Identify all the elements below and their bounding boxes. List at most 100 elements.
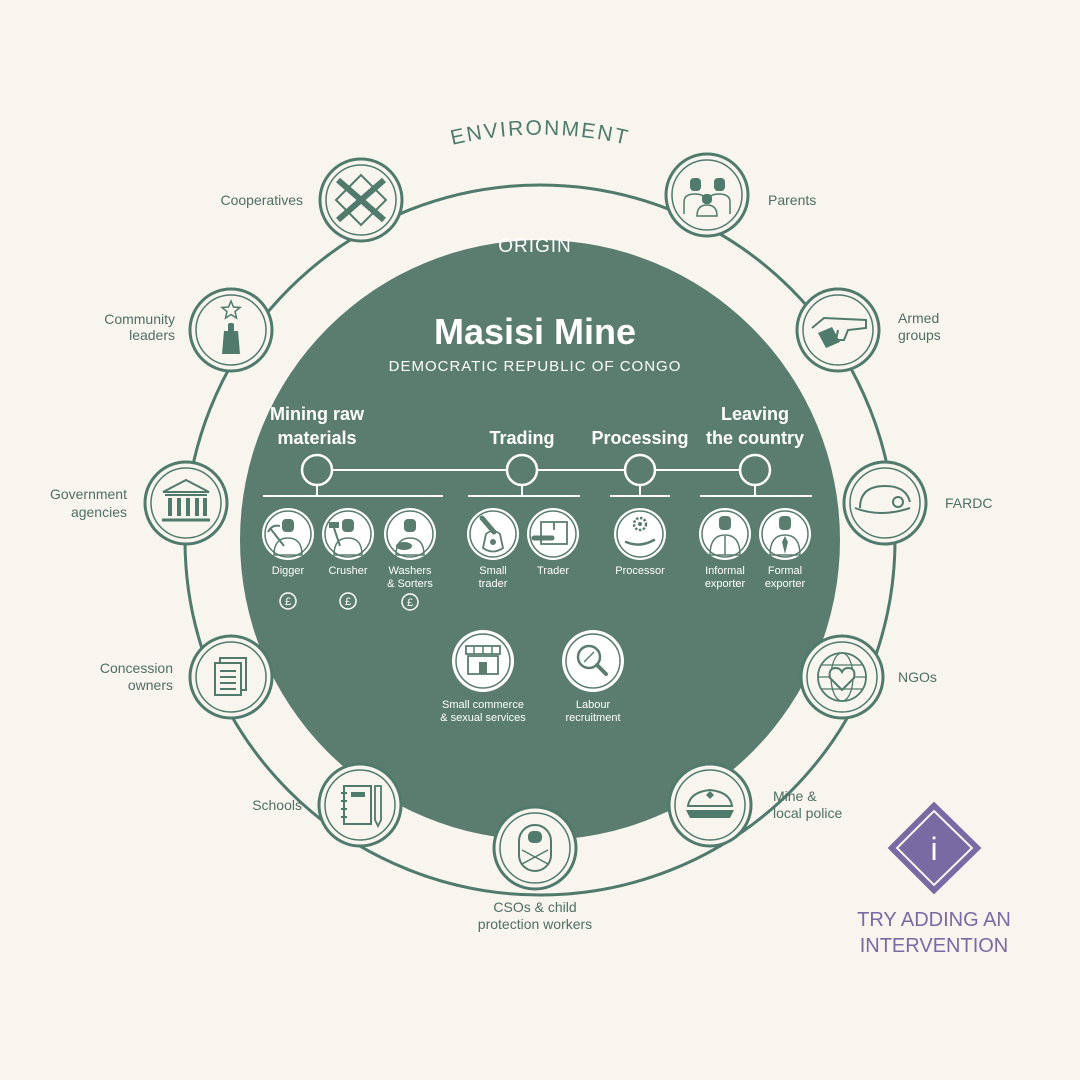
processor-icon bbox=[624, 516, 656, 546]
baby-icon bbox=[518, 824, 552, 872]
stage-label-mining-line1: Mining raw bbox=[270, 404, 365, 424]
currency-badge bbox=[279, 592, 297, 610]
env-node-cooperatives[interactable]: Cooperatives bbox=[221, 157, 404, 243]
env-node-police[interactable]: Mine & local police bbox=[667, 762, 842, 848]
actor-circle[interactable] bbox=[322, 508, 374, 560]
intervention-label-line2: INTERVENTION bbox=[860, 935, 1009, 957]
support-small-commerce[interactable]: Small commerce & sexual services bbox=[440, 630, 526, 724]
actor-circle[interactable] bbox=[699, 508, 751, 560]
origin-label: ORIGIN bbox=[498, 236, 572, 257]
stage-label-trading: Trading bbox=[489, 428, 554, 448]
env-node-circle[interactable] bbox=[492, 805, 578, 891]
actor-label-formal-line2: exporter bbox=[765, 578, 806, 590]
env-node-circle[interactable] bbox=[842, 460, 928, 546]
env-node-parents[interactable]: Parents bbox=[664, 152, 816, 238]
env-label-government-line2: agencies bbox=[71, 504, 127, 520]
actor-label-informal-line2: exporter bbox=[705, 578, 746, 590]
trader-icon bbox=[531, 521, 568, 545]
currency-badge-label: £ bbox=[407, 597, 413, 609]
stage-label-processing: Processing bbox=[591, 428, 688, 448]
env-node-concession[interactable]: Concession owners bbox=[100, 634, 274, 720]
government-building-icon bbox=[162, 478, 210, 522]
intervention-label-line1: TRY ADDING AN bbox=[857, 909, 1011, 931]
actor-label-formal-line1: Formal bbox=[768, 565, 802, 577]
actor-processor[interactable]: Processor bbox=[614, 508, 666, 577]
support-label-labour-line2: recruitment bbox=[565, 712, 620, 724]
actor-circle[interactable] bbox=[527, 508, 579, 560]
currency-badge-label: £ bbox=[285, 596, 291, 608]
actor-circle[interactable] bbox=[614, 508, 666, 560]
small-trader-icon bbox=[479, 515, 505, 553]
mine-title: Masisi Mine bbox=[434, 311, 636, 352]
env-label-armed-line2: groups bbox=[898, 327, 941, 343]
info-icon-glyph: i bbox=[930, 831, 937, 867]
env-node-armed-groups[interactable]: Armed groups bbox=[795, 287, 941, 373]
formal-exporter-icon bbox=[769, 516, 801, 556]
actor-trader[interactable]: Trader bbox=[527, 508, 579, 577]
currency-badge bbox=[339, 592, 357, 610]
info-icon[interactable] bbox=[887, 801, 982, 895]
actor-formal-exporter[interactable]: Formal exporter bbox=[759, 508, 811, 590]
actor-washers-sorters[interactable]: Washers & Sorters £ bbox=[384, 508, 436, 611]
actor-label-washers-line2: & Sorters bbox=[387, 578, 433, 590]
actor-label-washers-line1: Washers bbox=[389, 565, 432, 577]
actor-label-small-trader-line2: trader bbox=[479, 578, 508, 590]
stage-node-mining[interactable] bbox=[300, 453, 334, 487]
env-node-ngos[interactable]: NGOs bbox=[799, 634, 937, 720]
env-node-schools[interactable]: Schools bbox=[252, 762, 403, 848]
support-circle[interactable] bbox=[452, 630, 514, 692]
washer-icon bbox=[395, 519, 425, 556]
env-label-police-line2: local police bbox=[773, 805, 842, 821]
support-label-commerce-line2: & sexual services bbox=[440, 712, 526, 724]
actor-label-digger: Digger bbox=[272, 565, 305, 577]
supply-chain-timeline: Mining raw materials Trading Processing … bbox=[263, 404, 812, 497]
env-node-fardc[interactable]: FARDC bbox=[842, 460, 992, 546]
env-label-csos-line2: protection workers bbox=[478, 916, 592, 932]
stage-leaving[interactable]: Leaving the country bbox=[706, 404, 804, 487]
support-circle[interactable] bbox=[562, 630, 624, 692]
env-label-csos-line1: CSOs & child bbox=[493, 899, 576, 915]
actor-circle[interactable] bbox=[384, 508, 436, 560]
env-label-armed-line1: Armed bbox=[898, 310, 939, 326]
digger-icon bbox=[267, 519, 303, 556]
env-node-community-leaders[interactable]: Community leaders bbox=[104, 287, 274, 373]
parents-icon bbox=[683, 178, 731, 217]
actor-small-trader[interactable]: Small trader bbox=[467, 508, 519, 590]
globe-heart-icon bbox=[817, 652, 867, 702]
stage-label-mining-line2: materials bbox=[277, 428, 356, 448]
stage-node-processing[interactable] bbox=[623, 453, 657, 487]
env-label-cooperatives: Cooperatives bbox=[221, 192, 304, 208]
env-node-government[interactable]: Government agencies bbox=[50, 460, 229, 546]
intervention-button[interactable]: i TRY ADDING AN INTERVENTION bbox=[857, 801, 1011, 957]
stage-processing[interactable]: Processing bbox=[591, 428, 689, 487]
actor-crusher[interactable]: Crusher £ bbox=[322, 508, 374, 610]
actor-label-crusher: Crusher bbox=[328, 565, 367, 577]
env-node-circle[interactable] bbox=[317, 762, 403, 848]
currency-badge-label: £ bbox=[345, 596, 351, 608]
actor-label-trader: Trader bbox=[537, 565, 569, 577]
military-cap-icon bbox=[854, 484, 911, 514]
env-label-police-line1: Mine & bbox=[773, 788, 817, 804]
mine-subtitle: DEMOCRATIC REPUBLIC OF CONGO bbox=[389, 358, 682, 375]
support-label-labour-line1: Labour bbox=[576, 699, 611, 711]
police-cap-icon bbox=[686, 788, 734, 818]
actor-label-processor: Processor bbox=[615, 565, 665, 577]
cooperative-handshake-icon bbox=[334, 173, 388, 227]
support-labour-recruitment[interactable]: Labour recruitment bbox=[562, 630, 624, 724]
crusher-icon bbox=[329, 519, 363, 556]
actor-circle[interactable] bbox=[759, 508, 811, 560]
env-label-community-line1: Community bbox=[104, 311, 175, 327]
stage-trading[interactable]: Trading bbox=[489, 428, 555, 487]
actor-informal-exporter[interactable]: Informal exporter bbox=[699, 508, 751, 590]
notebook-icon bbox=[341, 785, 382, 829]
stage-node-trading[interactable] bbox=[505, 453, 539, 487]
environment-label: ENVIRONMENT bbox=[448, 117, 631, 150]
stage-mining[interactable]: Mining raw materials bbox=[270, 404, 365, 487]
actor-digger[interactable]: Digger £ bbox=[262, 508, 314, 610]
stage-node-leaving[interactable] bbox=[738, 453, 772, 487]
stage-label-leaving-line2: the country bbox=[706, 428, 804, 448]
informal-exporter-icon bbox=[709, 516, 741, 556]
env-node-csos[interactable]: CSOs & child protection workers bbox=[478, 805, 592, 932]
actor-circle[interactable] bbox=[262, 508, 314, 560]
stage-label-leaving-line1: Leaving bbox=[721, 404, 789, 424]
